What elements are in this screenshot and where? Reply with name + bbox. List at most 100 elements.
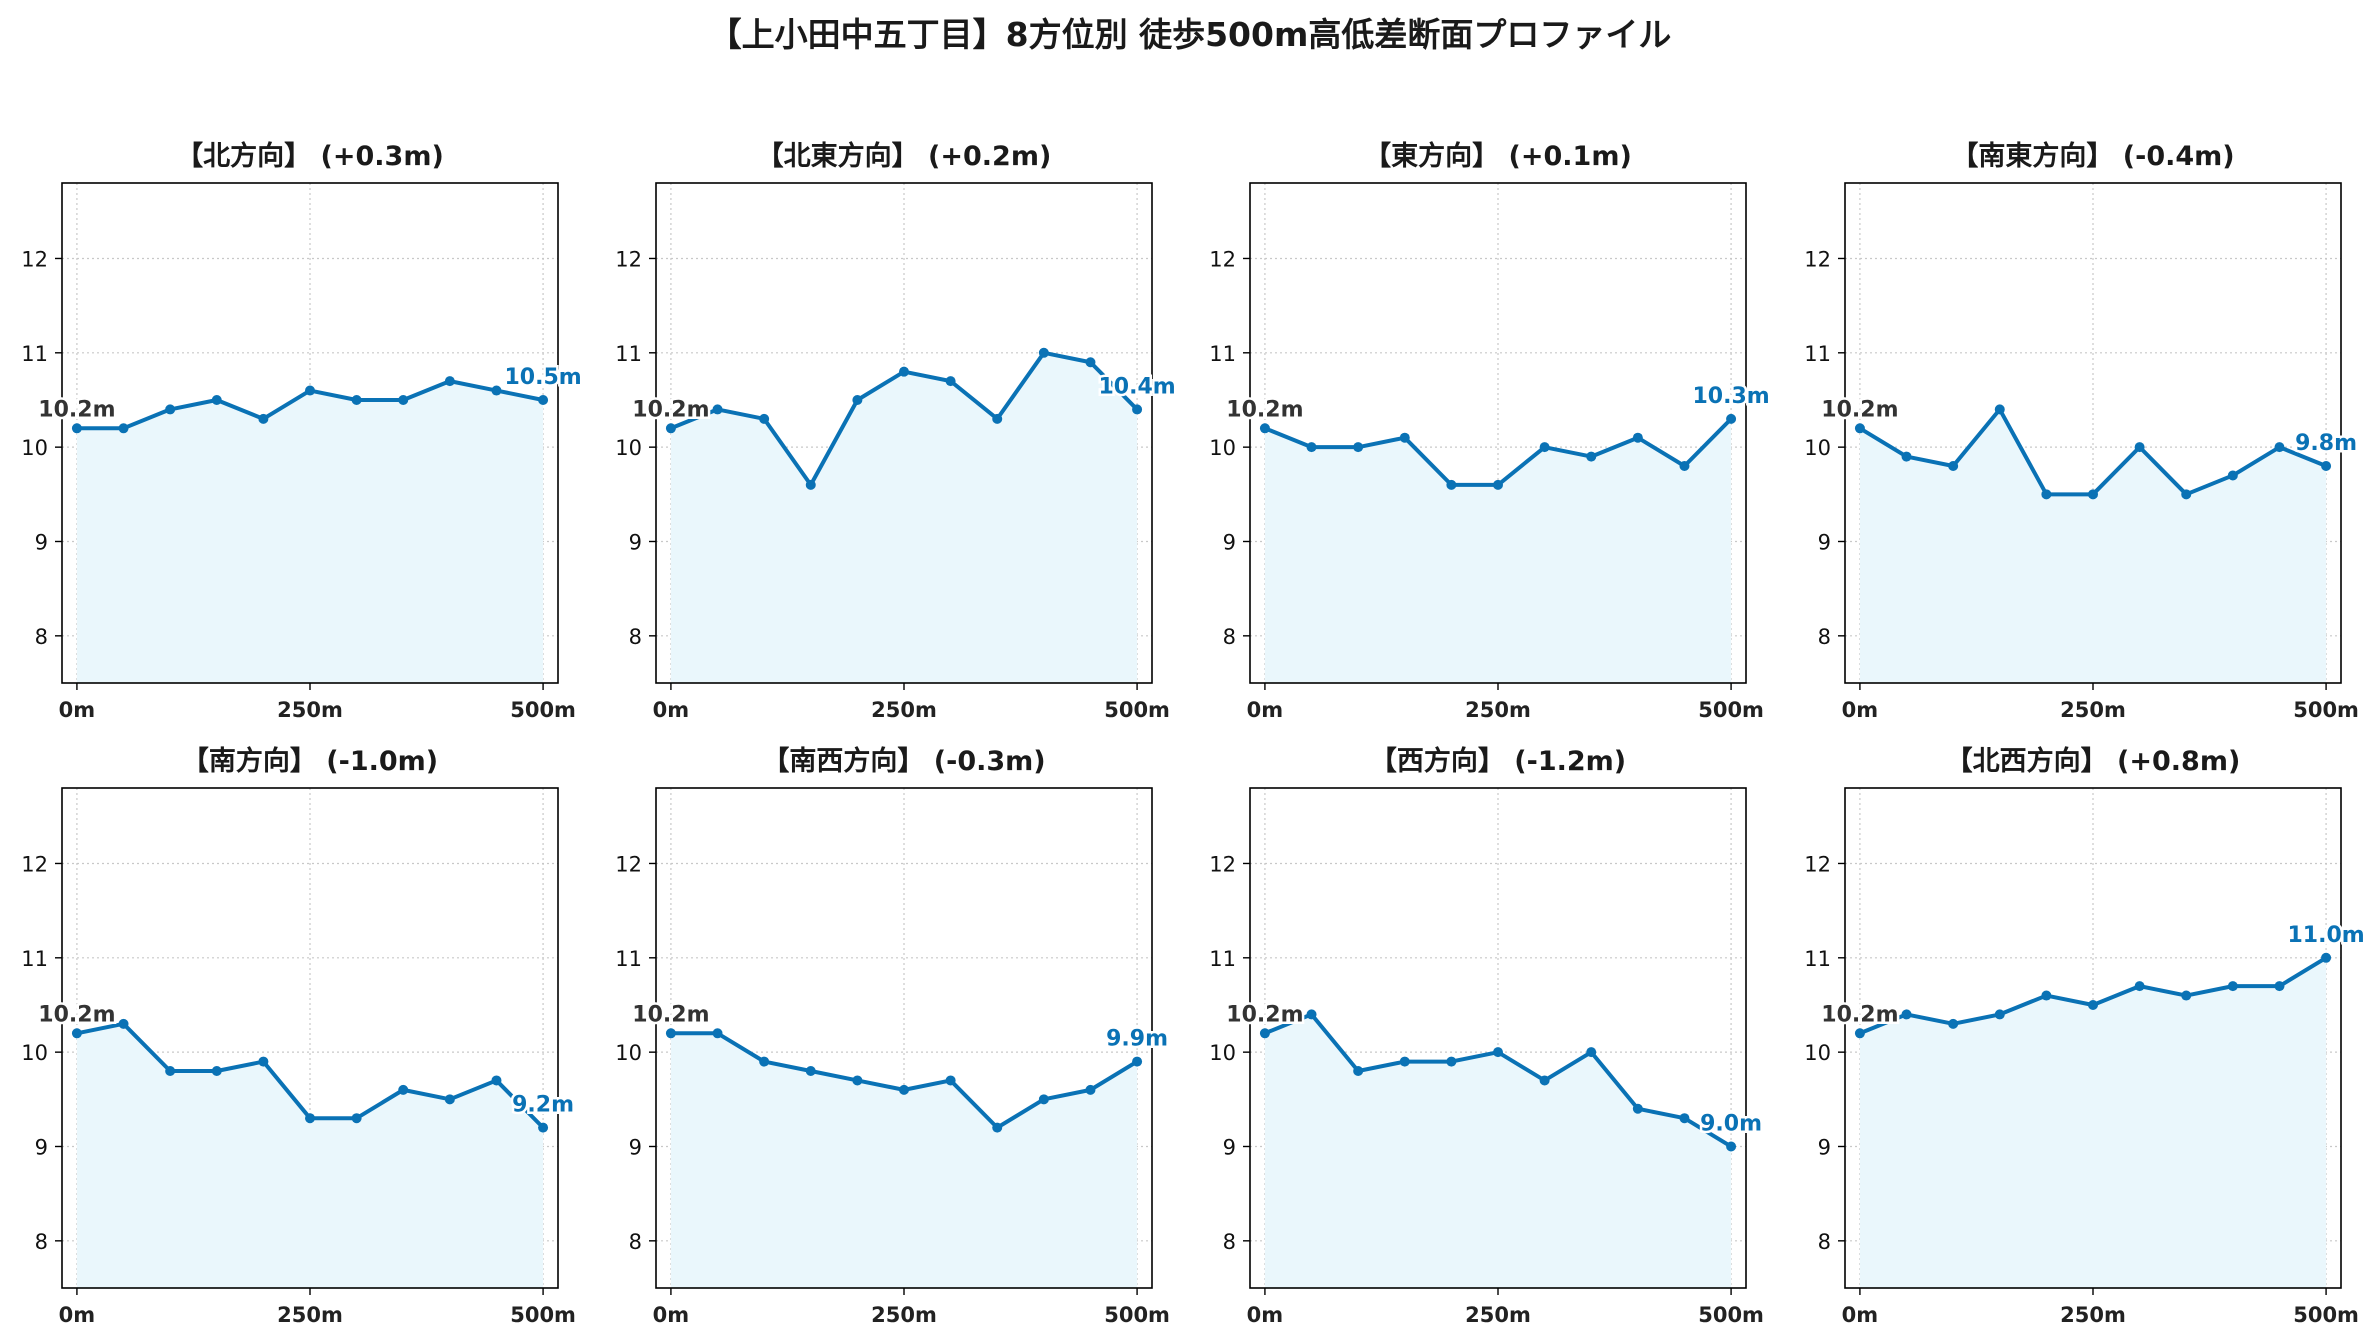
data-point (712, 404, 723, 415)
end-elevation-label: 10.4m (1098, 374, 1175, 399)
data-point (1994, 404, 2005, 415)
data-point (1679, 461, 1690, 472)
subplot-1: 【北方向】 (+0.3m) 8 9 10 11 12 0m 250m 500m 10.2m 10.5… (21, 140, 584, 722)
data-point (1038, 1094, 1049, 1105)
subplot-title: 【南東方向】 (-0.4m) (1951, 140, 2234, 172)
x-tick-label: 500m (510, 698, 576, 722)
x-tick-label: 0m (653, 1303, 690, 1327)
data-point (899, 366, 909, 377)
x-tick-label: 250m (2060, 698, 2126, 722)
data-point (2134, 981, 2145, 992)
data-point (165, 1066, 176, 1077)
end-elevation-label: 11.0m (2287, 923, 2364, 948)
x-tick-label: 0m (1247, 1303, 1284, 1327)
data-point (351, 394, 362, 405)
subplot-7: 【西方向】 (-1.2m) 8 9 10 11 12 0m 250m 500m 10.2m 9.0m (1209, 745, 1764, 1327)
data-point (351, 1113, 362, 1124)
data-point (1085, 357, 1096, 368)
data-point (1493, 1047, 1503, 1058)
y-tick-label: 8 (1818, 1230, 1831, 1254)
y-tick-label: 12 (1209, 247, 1236, 271)
data-point (1132, 404, 1143, 415)
x-tick-label: 0m (1842, 1303, 1879, 1327)
data-point (118, 423, 129, 434)
data-point (852, 394, 863, 405)
data-point (444, 376, 455, 387)
subplot-3: 【東方向】 (+0.1m) 8 9 10 11 12 0m 250m 500m 10.2m 10.3… (1209, 140, 1772, 722)
x-tick-label: 500m (1698, 698, 1764, 722)
data-point (712, 1028, 723, 1039)
end-elevation-label: 9.0m (1700, 1111, 1762, 1136)
x-tick-label: 250m (1465, 1303, 1531, 1327)
x-tick-label: 250m (277, 1303, 343, 1327)
data-point (71, 423, 82, 434)
start-elevation-label: 10.2m (632, 397, 709, 422)
profile-area (1859, 957, 2327, 1288)
data-point (665, 1028, 676, 1039)
subplot-title: 【北西方向】 (+0.8m) (1946, 745, 2241, 777)
subplot-title: 【南西方向】 (-0.3m) (762, 745, 1045, 777)
data-point (211, 394, 222, 405)
start-elevation-label: 10.2m (632, 1002, 709, 1027)
start-elevation-label: 10.2m (1821, 1002, 1898, 1027)
data-point (1399, 1056, 1410, 1067)
subplot-2: 【北東方向】 (+0.2m) 8 9 10 11 12 0m 250m 500m 10.2m 10.… (615, 140, 1178, 722)
x-tick-label: 250m (2060, 1303, 2126, 1327)
data-point (1493, 479, 1503, 490)
y-tick-label: 12 (1804, 852, 1831, 876)
y-tick-label: 10 (1804, 436, 1831, 460)
data-point (1901, 1009, 1912, 1020)
x-tick-label: 250m (1465, 698, 1531, 722)
y-tick-label: 9 (1818, 530, 1831, 554)
start-elevation-label: 10.2m (1226, 397, 1303, 422)
data-point (71, 1028, 82, 1039)
data-point (165, 404, 176, 415)
data-point (2181, 489, 2192, 500)
data-point (805, 1066, 816, 1077)
data-point (491, 1075, 502, 1086)
data-point (1306, 442, 1317, 453)
data-point (1539, 442, 1550, 453)
y-tick-label: 9 (35, 1135, 48, 1159)
y-tick-label: 9 (629, 1135, 642, 1159)
data-point (1632, 432, 1643, 443)
data-point (258, 413, 269, 424)
data-point (992, 413, 1003, 424)
data-point (1399, 432, 1410, 443)
data-point (945, 1075, 956, 1086)
data-point (1306, 1009, 1317, 1020)
y-tick-label: 12 (615, 852, 642, 876)
y-tick-label: 9 (35, 530, 48, 554)
y-tick-label: 11 (21, 947, 48, 971)
data-point (1353, 1066, 1364, 1077)
profile-area (76, 1023, 544, 1288)
data-point (1679, 1113, 1690, 1124)
data-point (1132, 1056, 1143, 1067)
y-tick-label: 10 (1804, 1041, 1831, 1065)
data-point (398, 1084, 409, 1095)
x-tick-label: 0m (59, 698, 96, 722)
data-point (1539, 1075, 1550, 1086)
data-point (1948, 1018, 1959, 1029)
x-tick-label: 0m (59, 1303, 96, 1327)
data-point (1726, 1141, 1737, 1152)
subplot-title: 【北方向】 (+0.3m) (176, 140, 444, 172)
y-tick-label: 10 (21, 1041, 48, 1065)
data-point (2041, 990, 2052, 1001)
data-point (1353, 442, 1364, 453)
data-point (2321, 952, 2332, 963)
start-elevation-label: 10.2m (1821, 397, 1898, 422)
y-tick-label: 11 (1804, 947, 1831, 971)
y-tick-label: 12 (1804, 247, 1831, 271)
x-tick-label: 0m (1842, 698, 1879, 722)
x-tick-label: 250m (871, 698, 937, 722)
data-point (2227, 470, 2238, 481)
data-point (2088, 999, 2098, 1010)
start-elevation-label: 10.2m (1226, 1002, 1303, 1027)
data-point (852, 1075, 863, 1086)
y-tick-label: 9 (1223, 1135, 1236, 1159)
x-tick-label: 0m (653, 698, 690, 722)
profile-area (1264, 418, 1732, 683)
data-point (1726, 413, 1737, 424)
